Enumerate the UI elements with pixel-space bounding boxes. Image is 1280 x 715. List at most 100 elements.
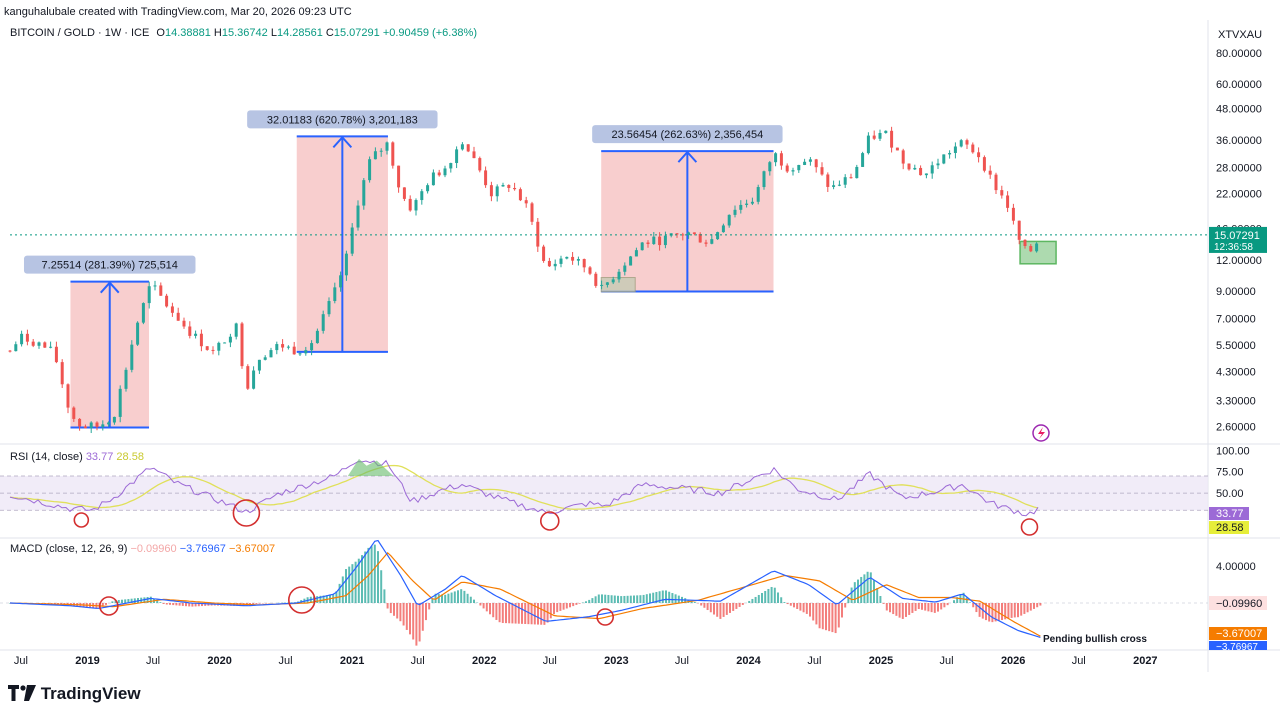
candle-body (373, 151, 377, 160)
macd-hist-bar (191, 603, 194, 607)
macd-hist-bar (540, 603, 543, 625)
macd-hist-bar (1023, 603, 1026, 614)
tradingview-logo[interactable]: TradingView (8, 684, 141, 704)
macd-hist-bar (185, 603, 187, 607)
price-tick: 36.00000 (1216, 135, 1262, 147)
price-tick: 7.00000 (1216, 314, 1256, 326)
consolidation-box[interactable] (1019, 240, 1057, 265)
macd-hist-bar (188, 603, 191, 607)
candle-body (54, 346, 58, 363)
candle-body (402, 187, 406, 199)
price-tick: 2.60000 (1216, 422, 1256, 434)
macd-hist-bar (466, 593, 469, 603)
macd-hist-bar (194, 603, 197, 607)
candle-body (431, 172, 435, 186)
macd-hist-bar (322, 595, 325, 603)
macd-hist-bar (690, 600, 693, 603)
macd-legend[interactable]: MACD (close, 12, 26, 9) −0.09960 −3.7696… (10, 543, 275, 555)
macd-signal-badge (1209, 627, 1267, 640)
candle-body (820, 167, 824, 175)
macd-title: MACD (close, 12, 26, 9) (10, 543, 128, 555)
candle-body (1000, 190, 1004, 196)
macd-hist-bar (943, 603, 946, 608)
macd-hist-bar (741, 603, 744, 605)
macd-hist-bar (879, 596, 882, 603)
macd-hist-bar (399, 603, 402, 622)
macd-hist-bar (783, 602, 786, 603)
candle-body (356, 205, 360, 228)
macd-hist-bar (345, 569, 347, 603)
macd-hist-bar (569, 603, 571, 608)
rsi-circle-marker (539, 511, 560, 531)
candle-body (397, 165, 401, 188)
macd-hist-bar (588, 599, 591, 603)
macd-hist-bar (1007, 603, 1010, 619)
macd-hist-bar (828, 603, 831, 632)
macd-hist-bar (809, 603, 811, 617)
candle-body (170, 306, 174, 313)
ticker-label: XTVXAU (1218, 29, 1263, 41)
macd-hist-bar (127, 599, 130, 603)
macd-circle-marker (596, 608, 614, 626)
candle-body (368, 159, 372, 181)
macd-hist-bar (722, 603, 725, 617)
candle-body (982, 157, 986, 171)
price-tick: 3.30000 (1216, 396, 1256, 408)
candle-body (223, 342, 227, 344)
rsi-tick: 100.00 (1216, 445, 1250, 457)
macd-hist-bar (956, 597, 959, 603)
time-tick: 2021 (340, 655, 364, 667)
measure-label-bg (592, 125, 783, 144)
macd-value: −3.76967 (179, 543, 226, 555)
macd-circle-marker (99, 596, 119, 616)
candle-body (756, 187, 760, 202)
macd-hist-bar (876, 588, 879, 603)
candle-body (646, 242, 650, 245)
macd-value-badge-text: −3.76967 (1216, 642, 1258, 653)
macd-hist-bar (169, 603, 171, 605)
candle-body (930, 165, 934, 174)
macd-hist-bar (428, 603, 431, 610)
macd-hist-bar (937, 603, 939, 612)
rsi-legend[interactable]: RSI (14, close) 33.77 28.58 (10, 451, 144, 463)
macd-hist-bar (393, 603, 395, 616)
candle-body (43, 342, 47, 348)
candle-body (118, 388, 122, 417)
macd-hist-bar (549, 603, 552, 619)
candle-body (605, 282, 609, 285)
macd-hist-bar (940, 603, 943, 610)
candle-body (60, 362, 64, 385)
macd-hist-bar (757, 594, 760, 603)
macd-hist-bar (181, 603, 184, 606)
candle-body (315, 330, 319, 344)
candle-body (890, 130, 894, 148)
symbol-legend[interactable]: BITCOIN / GOLD · 1W · ICE O14.38881 H15.… (10, 27, 477, 39)
macd-hist-bar (818, 603, 821, 629)
candle-body (14, 344, 18, 352)
candle-body (495, 186, 499, 197)
macd-hist-bar (793, 603, 795, 608)
macd-hist-bar (917, 603, 920, 610)
macd-hist-bar (1026, 603, 1029, 613)
macd-hist-bar (860, 576, 863, 603)
macd-hist-bar (623, 595, 626, 603)
measure-label-3: 23.56454 (262.63%) 2,356,454 (612, 129, 764, 141)
macd-hist-bar (444, 594, 447, 603)
price-tick: 22.00000 (1216, 189, 1262, 201)
time-tick: Jul (675, 655, 689, 667)
rsi-line (9, 459, 1039, 517)
macd-hist-bar (527, 603, 530, 625)
macd-hist-bar (716, 603, 719, 617)
candle-body (188, 326, 192, 336)
alert-lightning-icon[interactable] (1032, 424, 1050, 442)
macd-hist-bar (1036, 603, 1039, 608)
candle-body (124, 369, 128, 389)
candle-body (8, 350, 12, 352)
time-tick: 2020 (207, 655, 231, 667)
macd-hist-bar (748, 600, 751, 603)
macd-line (9, 539, 1041, 638)
macd-hist-bar (812, 603, 815, 621)
candle-body (936, 163, 940, 166)
candle-body (977, 152, 981, 158)
